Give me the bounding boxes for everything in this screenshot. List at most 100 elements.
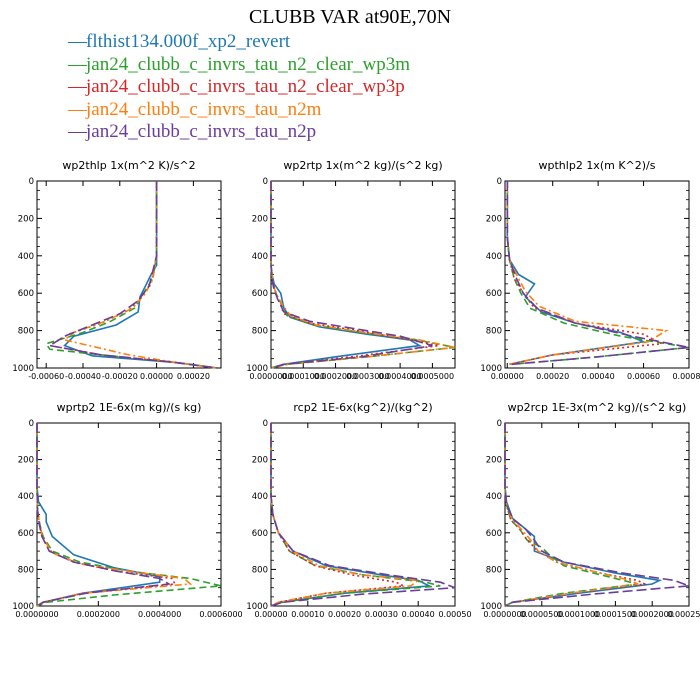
subplot-title: wprtp2 1E-6x(m kg)/(s kg) bbox=[57, 401, 202, 414]
series-line bbox=[270, 181, 433, 369]
y-tick-label: 600 bbox=[252, 289, 268, 299]
legend-line-icon: — bbox=[68, 98, 87, 120]
subplot-title: wp2rcp 1E-3x(m^2 kg)/(s^2 kg) bbox=[508, 401, 687, 414]
series-line bbox=[47, 181, 218, 369]
y-tick-label: 800 bbox=[252, 565, 268, 575]
x-tick-label: 0.00040 bbox=[582, 372, 615, 381]
x-tick-label: 0.00000 bbox=[140, 372, 173, 381]
y-tick-label: 1000 bbox=[12, 602, 34, 612]
y-tick-label: 1000 bbox=[246, 364, 268, 374]
subplot: rcp2 1E-6x(kg^2)/(kg^2) 0 200 400 600 800 1000… bbox=[246, 401, 471, 619]
y-tick-label: 1000 bbox=[246, 602, 268, 612]
legend-label: flthist134.000f_xp2_revert bbox=[86, 31, 291, 52]
legend-line-icon: — bbox=[68, 121, 87, 142]
plot-frame bbox=[504, 422, 690, 607]
x-tick-label: -0.00020 bbox=[102, 372, 138, 381]
plot-frame bbox=[270, 422, 456, 607]
x-tick-label: 0.00030 bbox=[365, 610, 398, 619]
x-tick-label: 0.00000 bbox=[254, 610, 287, 619]
legend-line-icon: — bbox=[68, 76, 87, 97]
y-tick-label: 400 bbox=[486, 492, 502, 502]
series-line bbox=[270, 181, 422, 369]
x-tick-label: 0.0002000 bbox=[314, 372, 357, 381]
figure-title: CLUBB VAR at90E,70N bbox=[248, 6, 452, 28]
x-tick-label: 0.0002000 bbox=[631, 610, 674, 619]
x-tick-label: 0.0001500 bbox=[594, 610, 637, 619]
legend-entry: —jan24_clubb_c_invrs_tau_n2_clear_wp3m bbox=[68, 54, 410, 77]
x-tick-label: 0.0002500 bbox=[667, 610, 700, 619]
plot-frame bbox=[270, 180, 456, 369]
legend-entry: —jan24_clubb_c_invrs_tau_n2p bbox=[68, 121, 410, 144]
legend-entry: —flthist134.000f_xp2_revert bbox=[68, 31, 410, 54]
y-tick-label: 800 bbox=[486, 327, 502, 337]
x-tick-label: -0.00040 bbox=[65, 372, 101, 381]
y-tick-label: 200 bbox=[486, 456, 502, 466]
y-tick-label: 400 bbox=[486, 252, 502, 262]
x-tick-label: 0.00020 bbox=[536, 372, 569, 381]
x-tick-label: 0.00080 bbox=[672, 372, 700, 381]
y-tick-label: 0 bbox=[263, 177, 268, 187]
series-line bbox=[506, 181, 690, 366]
legend-label: jan24_clubb_c_invrs_tau_n2_clear_wp3p bbox=[86, 76, 405, 97]
legend-label: jan24_clubb_c_invrs_tau_n2m bbox=[86, 98, 322, 120]
x-tick-label: 0.00020 bbox=[177, 372, 210, 381]
subplot: wp2rtp 1x(m^2 kg)/(s^2 kg) 0 200 400 600 800 1… bbox=[246, 159, 456, 381]
x-tick-label: 0.00000 bbox=[491, 372, 524, 381]
series-line bbox=[270, 423, 421, 607]
subplot-title: wp2rtp 1x(m^2 kg)/(s^2 kg) bbox=[283, 159, 442, 172]
x-tick-label: 0.0002000 bbox=[77, 610, 120, 619]
series-line bbox=[504, 423, 638, 607]
series-line bbox=[504, 423, 690, 607]
y-tick-label: 800 bbox=[18, 565, 34, 575]
series-line bbox=[36, 423, 172, 607]
subplot: wpthlp2 1x(m K^2)/s020040060080010000.00… bbox=[480, 159, 700, 381]
y-tick-label: 200 bbox=[486, 214, 502, 224]
x-tick-label: 0.00020 bbox=[328, 610, 361, 619]
subplot: wp2rcp 1E-3x(m^2 kg)/(s^2 kg) 0 200 400 600 8… bbox=[480, 401, 700, 619]
x-tick-label: -0.00060 bbox=[28, 372, 64, 381]
series-line bbox=[270, 423, 407, 607]
x-tick-label: 0.0001000 bbox=[282, 372, 325, 381]
legend-line-icon: — bbox=[68, 31, 87, 52]
y-tick-label: 400 bbox=[18, 252, 34, 262]
x-tick-label: 0.0004000 bbox=[378, 372, 421, 381]
series-line bbox=[62, 181, 216, 369]
y-tick-label: 200 bbox=[18, 456, 34, 466]
legend: —flthist134.000f_xp2_revert —jan24_clubb_… bbox=[68, 31, 410, 144]
legend-label: jan24_clubb_c_invrs_tau_n2p bbox=[86, 121, 317, 142]
series-line bbox=[36, 423, 161, 607]
y-tick-label: 800 bbox=[252, 327, 268, 337]
x-tick-label: 0.00040 bbox=[402, 610, 435, 619]
y-tick-label: 600 bbox=[18, 289, 34, 299]
series-line bbox=[44, 181, 216, 369]
subplot: wprtp2 1E-6x(m kg)/(s kg) 0 200 400 600 800 10… bbox=[12, 401, 242, 619]
x-tick-label: 0.0006000 bbox=[199, 610, 242, 619]
series-line bbox=[506, 181, 669, 366]
x-tick-label: 0.0004000 bbox=[138, 610, 181, 619]
x-tick-label: 0.0000500 bbox=[520, 610, 563, 619]
y-tick-label: 600 bbox=[18, 529, 34, 539]
plot-frame bbox=[36, 180, 222, 369]
legend-line-icon: — bbox=[68, 53, 87, 75]
y-tick-label: 400 bbox=[252, 492, 268, 502]
series-line bbox=[506, 181, 647, 366]
x-tick-label: 0.00060 bbox=[627, 372, 660, 381]
y-tick-label: 600 bbox=[486, 529, 502, 539]
y-tick-label: 1000 bbox=[480, 364, 502, 374]
x-tick-label: 0.0000000 bbox=[15, 610, 58, 619]
x-tick-label: 0.00050 bbox=[438, 610, 471, 619]
y-tick-label: 0 bbox=[497, 419, 502, 429]
x-tick-label: 0.0000000 bbox=[483, 610, 526, 619]
y-tick-label: 400 bbox=[18, 492, 34, 502]
series-line bbox=[270, 423, 456, 607]
legend-entry: —jan24_clubb_c_invrs_tau_n2_clear_wp3p bbox=[68, 76, 410, 99]
x-tick-label: 0.0005000 bbox=[411, 372, 454, 381]
subplot-title: wpthlp2 1x(m K^2)/s bbox=[539, 159, 656, 172]
x-tick-label: 0.0001000 bbox=[557, 610, 600, 619]
x-tick-label: 0.0003000 bbox=[346, 372, 389, 381]
series-line bbox=[36, 423, 177, 607]
series-line bbox=[47, 181, 218, 369]
series-line bbox=[270, 181, 456, 369]
legend-label: jan24_clubb_c_invrs_tau_n2_clear_wp3m bbox=[86, 53, 410, 75]
